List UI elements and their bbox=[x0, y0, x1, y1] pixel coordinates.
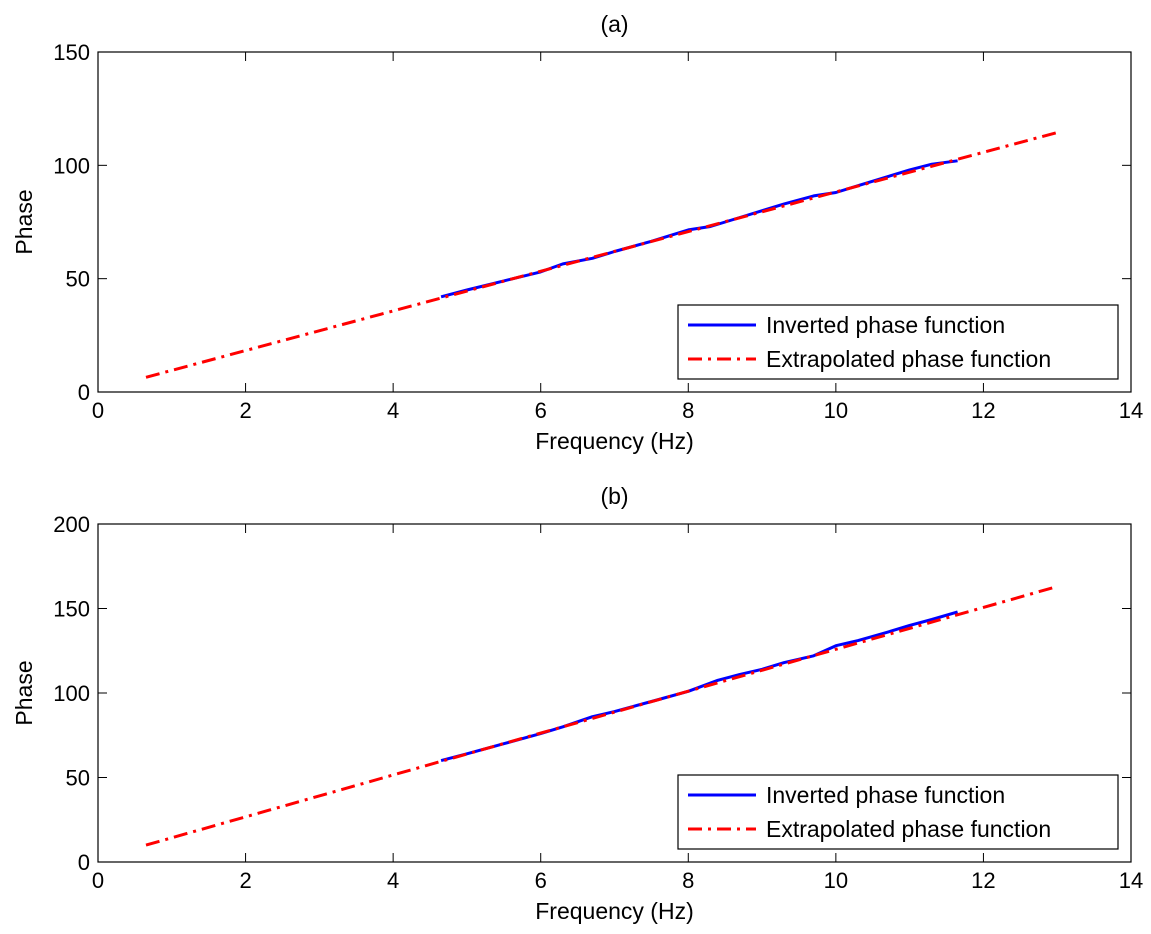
x-tick-label: 12 bbox=[971, 398, 995, 423]
chart-title: (a) bbox=[600, 11, 628, 37]
x-tick-label: 6 bbox=[535, 398, 547, 423]
x-tick-label: 12 bbox=[971, 868, 995, 893]
x-axis-label: Frequency (Hz) bbox=[535, 898, 693, 924]
legend-label-extrapolated: Extrapolated phase function bbox=[766, 816, 1051, 842]
series-line-extrapolated bbox=[145, 131, 1058, 379]
plot-a bbox=[97, 51, 1132, 393]
x-tick-label: 4 bbox=[387, 398, 399, 423]
y-tick-label: 200 bbox=[53, 512, 90, 537]
legend-box bbox=[677, 774, 1119, 850]
y-axis-label: Phase bbox=[11, 189, 37, 254]
legend bbox=[677, 304, 1119, 380]
x-tick-label: 8 bbox=[682, 868, 694, 893]
y-tick-label: 50 bbox=[66, 267, 90, 292]
x-tick-label: 4 bbox=[387, 868, 399, 893]
chart-title: (b) bbox=[600, 483, 628, 509]
y-tick-label: 100 bbox=[53, 153, 90, 178]
x-tick-label: 6 bbox=[535, 868, 547, 893]
y-tick-label: 50 bbox=[66, 766, 90, 791]
x-tick-label: 14 bbox=[1119, 398, 1143, 423]
legend-box bbox=[677, 304, 1119, 380]
x-tick-label: 10 bbox=[824, 398, 848, 423]
legend-label-inverted: Inverted phase function bbox=[766, 312, 1005, 338]
x-axis-label: Frequency (Hz) bbox=[535, 428, 693, 454]
series-line-extrapolated bbox=[145, 585, 1058, 847]
legend-label-inverted: Inverted phase function bbox=[766, 782, 1005, 808]
x-tick-label: 2 bbox=[239, 398, 251, 423]
x-tick-label: 2 bbox=[239, 868, 251, 893]
y-axis-label: Phase bbox=[11, 660, 37, 725]
y-tick-label: 100 bbox=[53, 681, 90, 706]
x-tick-label: 0 bbox=[92, 868, 104, 893]
x-tick-label: 8 bbox=[682, 398, 694, 423]
y-tick-label: 150 bbox=[53, 40, 90, 65]
legend bbox=[677, 774, 1119, 850]
y-tick-label: 0 bbox=[78, 850, 90, 875]
legend-label-extrapolated: Extrapolated phase function bbox=[766, 346, 1051, 372]
y-tick-label: 150 bbox=[53, 597, 90, 622]
plot-b bbox=[97, 523, 1132, 863]
x-tick-label: 10 bbox=[824, 868, 848, 893]
x-tick-label: 14 bbox=[1119, 868, 1143, 893]
y-tick-label: 0 bbox=[78, 380, 90, 405]
x-tick-label: 0 bbox=[92, 398, 104, 423]
